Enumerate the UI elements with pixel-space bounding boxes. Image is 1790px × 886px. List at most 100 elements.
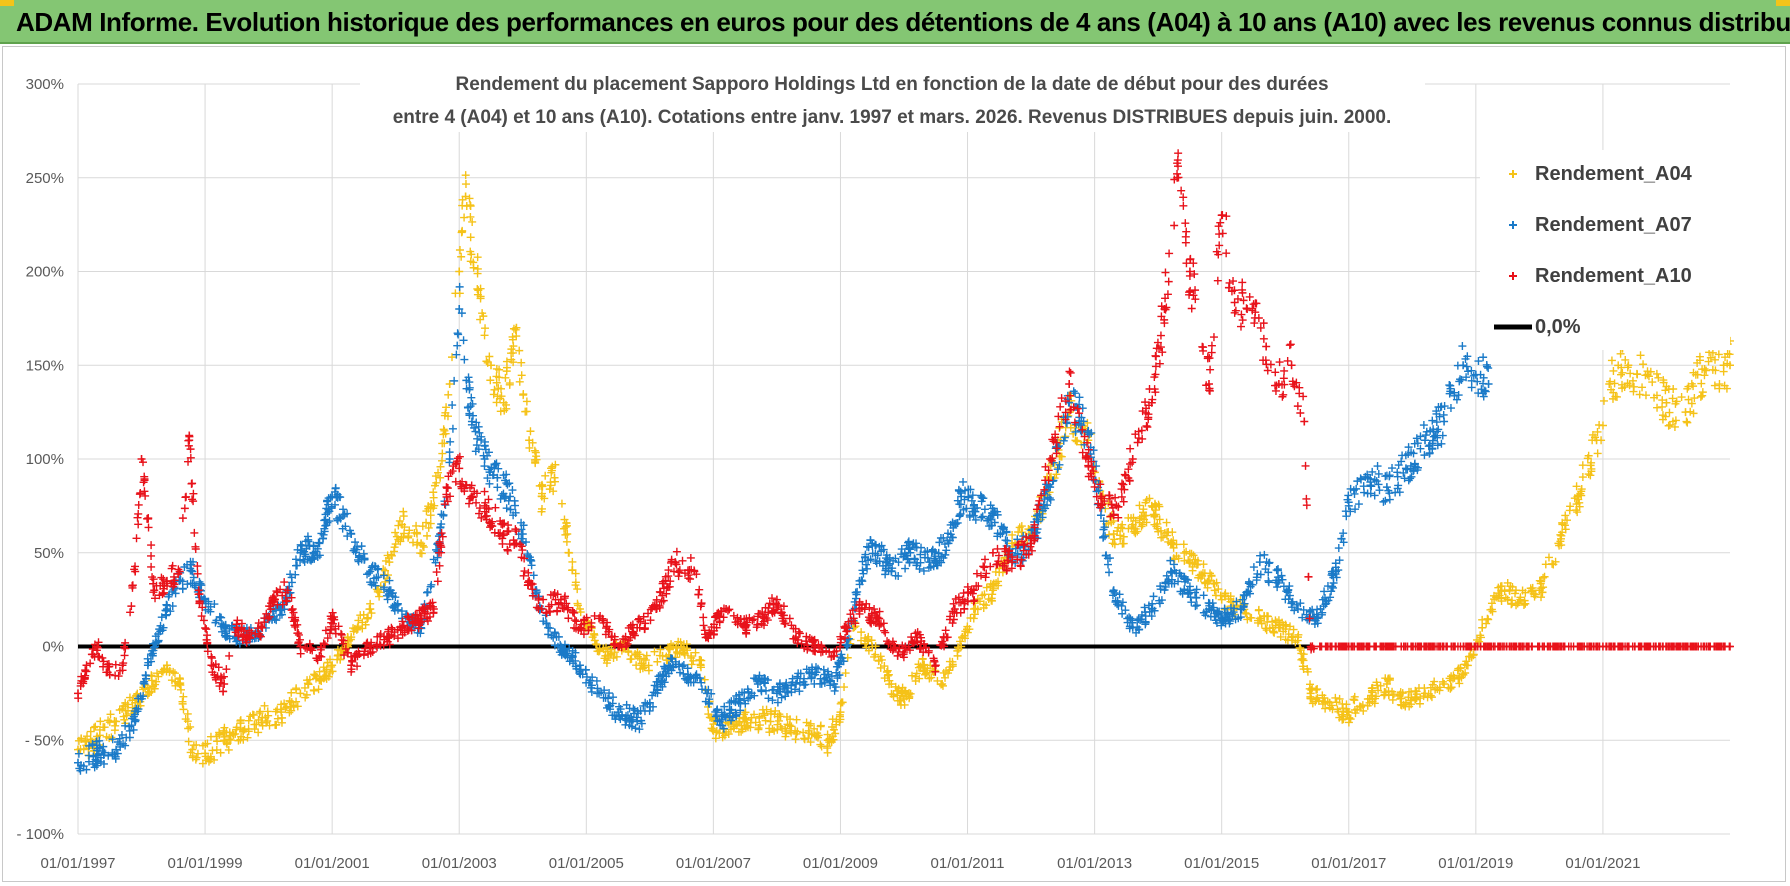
scatter-mark (473, 290, 482, 299)
scatter-mark (986, 582, 995, 591)
scatter-mark (535, 481, 544, 490)
scatter-mark (1055, 422, 1064, 431)
scatter-mark (764, 694, 773, 703)
scatter-mark (285, 708, 294, 717)
scatter-mark (635, 725, 644, 734)
scatter-mark (537, 489, 546, 498)
scatter-mark (920, 660, 929, 669)
scatter-mark (81, 666, 90, 675)
x-tick-label: 01/01/2003 (422, 855, 497, 872)
scatter-mark (151, 680, 160, 689)
scatter-mark (1607, 356, 1616, 365)
scatter-mark (547, 466, 556, 475)
scatter-mark (1507, 596, 1516, 605)
x-tick-label: 01/01/2011 (931, 855, 1005, 872)
scatter-mark (1368, 683, 1377, 692)
scatter-mark (740, 721, 749, 730)
scatter-mark (1008, 530, 1017, 539)
scatter-mark (640, 663, 649, 672)
scatter-mark (1612, 392, 1621, 401)
scatter-mark (1117, 492, 1126, 501)
scatter-mark (1597, 436, 1606, 445)
scatter-mark (876, 652, 885, 661)
scatter-mark (568, 565, 577, 574)
scatter-mark (302, 690, 311, 699)
scatter-mark (179, 692, 188, 701)
scatter-mark (1682, 417, 1691, 426)
scatter-mark (439, 511, 448, 520)
scatter-mark (1644, 372, 1653, 381)
scatter-mark (486, 376, 495, 385)
scatter-mark (1528, 586, 1537, 595)
scatter-mark (515, 377, 524, 386)
scatter-mark (530, 446, 539, 455)
scatter-mark (313, 656, 322, 665)
scatter-mark (153, 669, 162, 678)
scatter-mark (1276, 623, 1285, 632)
scatter-mark (1304, 572, 1313, 581)
scatter-mark (1404, 476, 1413, 485)
scatter-mark (1587, 467, 1596, 476)
scatter-mark (356, 611, 365, 620)
scatter-mark (537, 504, 546, 513)
scatter-mark (1256, 551, 1265, 560)
scatter-mark (653, 657, 662, 666)
scatter-mark (517, 358, 526, 367)
scatter-mark (1308, 699, 1317, 708)
scatter-mark (236, 716, 245, 725)
scatter-mark (202, 625, 211, 634)
scatter-mark (405, 526, 414, 535)
scatter-mark (806, 738, 815, 747)
scatter-mark (446, 437, 455, 446)
scatter-mark (1212, 578, 1221, 587)
scatter-mark (807, 730, 816, 739)
data-point (455, 267, 464, 276)
scatter-mark (1566, 502, 1575, 511)
scatter-mark (938, 681, 947, 690)
scatter-mark (1482, 619, 1491, 628)
scatter-mark (1479, 379, 1488, 388)
scatter-mark (1191, 286, 1200, 295)
scatter-mark (404, 532, 413, 541)
scatter-mark (372, 585, 381, 594)
scatter-mark (1254, 605, 1263, 614)
scatter-mark (328, 608, 337, 617)
scatter-mark (604, 651, 613, 660)
scatter-mark (816, 648, 825, 657)
scatter-mark (592, 640, 601, 649)
scatter-mark (1206, 365, 1215, 374)
scatter-mark (640, 707, 649, 716)
scatter-mark (1708, 365, 1717, 374)
data-point (296, 689, 305, 698)
scatter-mark (522, 407, 531, 416)
scatter-mark (1520, 596, 1529, 605)
scatter-mark (691, 648, 700, 657)
scatter-mark (546, 478, 555, 487)
scatter-mark (397, 607, 406, 616)
scatter-mark (465, 194, 474, 203)
scatter-mark (455, 246, 464, 255)
scatter-mark (1618, 368, 1627, 377)
scatter-mark (105, 718, 114, 727)
scatter-mark (1296, 409, 1305, 418)
scatter-mark (1129, 513, 1138, 522)
scatter-mark (198, 759, 207, 768)
scatter-mark (876, 663, 885, 672)
chart-frame (2, 46, 1786, 882)
scatter-mark (426, 519, 435, 528)
scatter-mark (120, 642, 129, 651)
scatter-mark (121, 741, 130, 750)
scatter-mark (1395, 690, 1404, 699)
scatter-mark (715, 729, 724, 738)
scatter-mark (188, 479, 197, 488)
data-point (1382, 680, 1391, 688)
scatter-mark (587, 687, 596, 696)
scatter-mark (1232, 597, 1241, 606)
scatter-mark (743, 723, 752, 732)
scatter-mark (1706, 353, 1715, 362)
scatter-mark (381, 577, 390, 586)
scatter-mark (440, 439, 449, 448)
scatter-mark (1118, 598, 1127, 607)
scatter-mark (1269, 627, 1278, 636)
scatter-mark (111, 660, 120, 669)
